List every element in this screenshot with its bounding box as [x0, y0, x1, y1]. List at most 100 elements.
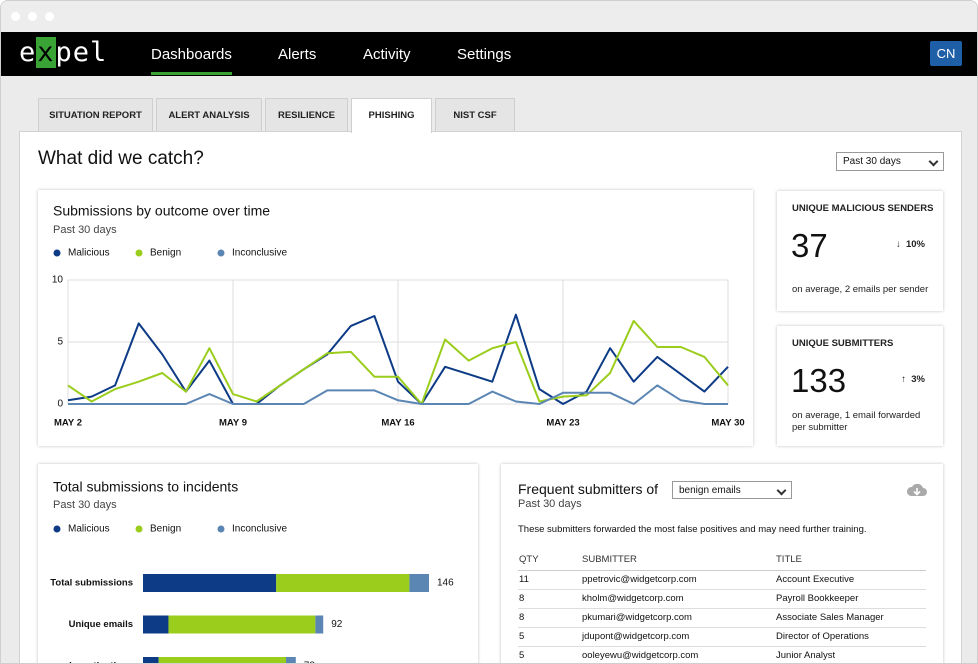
nav-bar: expel Dashboards Alerts Activity Setting…	[1, 32, 977, 76]
tab[interactable]: ALERT ANALYSIS	[156, 98, 262, 132]
stat-value: 133	[791, 362, 847, 399]
table-cell: 8	[518, 608, 581, 628]
bar-segment	[158, 657, 286, 663]
stat-title: UNIQUE SUBMITTERS	[792, 338, 894, 349]
table-row: 8 kholm@widgetcorp.com Payroll Bookkeeper	[518, 589, 926, 609]
table-cell: jdupont@widgetcorp.com	[581, 627, 775, 647]
bar-segment	[143, 657, 159, 663]
nav-item[interactable]: Settings	[457, 46, 512, 63]
legend-marker	[53, 249, 61, 257]
y-tick-label: 0	[57, 399, 63, 410]
table-description: These submitters forwarded the most fals…	[518, 524, 867, 535]
table-row: 5 ooleyewu@widgetcorp.com Junior Analyst	[518, 646, 926, 663]
table-cell: 8	[518, 589, 581, 609]
stat-value: 37	[791, 227, 828, 264]
legend-marker	[53, 525, 61, 533]
bar-segment	[315, 615, 324, 634]
heading: What did we catch?	[38, 148, 204, 169]
table-cell: Account Executive	[775, 570, 926, 590]
table-row: 11 ppetrovic@widgetcorp.com Account Execut…	[518, 570, 926, 590]
logo[interactable]: expel	[19, 37, 107, 68]
table-row: 8 pkumari@widgetcorp.com Associate Sales M…	[518, 608, 926, 628]
stat-change-value: 10%	[905, 239, 925, 250]
download-icon[interactable]	[906, 482, 928, 498]
tab[interactable]: NIST CSF	[435, 98, 515, 132]
category-label: Total submissions	[50, 578, 133, 589]
table-title: Frequent submitters of	[518, 481, 659, 497]
y-tick-label: 5	[57, 337, 63, 348]
total-label: 92	[331, 619, 343, 630]
column-header: QTY	[518, 550, 581, 571]
tab[interactable]: SITUATION REPORT	[38, 98, 153, 132]
filter-select[interactable]: benign emails	[672, 481, 792, 499]
chart-subtitle: Past 30 days	[53, 224, 117, 236]
window-chrome	[1, 1, 977, 32]
nav-item[interactable]: Activity	[363, 46, 411, 63]
stat-change: ↓ 10%	[895, 239, 925, 250]
user-avatar[interactable]: CN	[930, 41, 962, 66]
table-cell: ooleyewu@widgetcorp.com	[581, 646, 775, 663]
chart-title: Submissions by outcome over time	[53, 203, 270, 219]
table-subtitle: Past 30 days	[518, 498, 582, 510]
legend-label: Malicious	[68, 248, 110, 259]
stat-change: ↑ 3%	[901, 374, 925, 385]
table-cell: 5	[518, 627, 581, 647]
stat-card: UNIQUE MALICIOUS SENDERS 37 ↓ 10% on ave…	[777, 191, 943, 311]
table-cell: Payroll Bookkeeper	[775, 589, 926, 609]
bar-segment	[409, 574, 429, 592]
x-tick-label: MAY 9	[219, 418, 247, 429]
legend-label: Inconclusive	[232, 524, 287, 535]
legend-marker	[135, 525, 143, 533]
chart-title: Total submissions to incidents	[53, 479, 238, 495]
tab[interactable]: RESILIENCE	[265, 98, 348, 132]
bar-chart-card: Total submissions to incidents Past 30 d…	[38, 464, 478, 664]
total-label: 78	[304, 661, 316, 664]
bar-segment	[286, 657, 296, 663]
table-cell: kholm@widgetcorp.com	[581, 589, 775, 609]
table-cell: ppetrovic@widgetcorp.com	[581, 570, 775, 590]
table-cell: Director of Operations	[775, 627, 926, 647]
nav-item[interactable]: Dashboards	[151, 46, 232, 75]
data-line	[67, 313, 729, 405]
table-cell: Associate Sales Manager	[775, 608, 926, 628]
category-label: Unique emails	[69, 619, 133, 630]
legend-label: Inconclusive	[232, 248, 287, 259]
chart-subtitle: Past 30 days	[53, 499, 117, 511]
stat-title: UNIQUE MALICIOUS SENDERS	[792, 203, 934, 214]
window-dot	[28, 12, 37, 21]
nav-item[interactable]: Alerts	[278, 46, 317, 63]
data-line	[67, 319, 729, 405]
logo-part: pel	[55, 37, 108, 68]
table-cell: 5	[518, 646, 581, 663]
chart: Total submissions to incidents Past 30 d…	[50, 479, 454, 664]
data-line	[68, 384, 728, 405]
submitters-table: QTY SUBMITTER TITLE 11 ppetrovic@widgetco…	[518, 550, 926, 663]
x-tick-label: MAY 30	[711, 418, 744, 429]
submitters-card: Frequent submitters of benign emails Pas…	[501, 464, 943, 663]
tab[interactable]: PHISHING	[351, 98, 432, 133]
stat-note: on average, 2 emails per sender	[792, 284, 929, 295]
x-tick-label: MAY 23	[546, 418, 579, 429]
legend-marker	[217, 525, 225, 533]
logo-part: x	[36, 37, 56, 68]
column-header: TITLE	[775, 550, 926, 571]
legend-label: Malicious	[68, 524, 110, 535]
y-tick-label: 10	[52, 275, 64, 286]
stat-change-value: 3%	[911, 374, 925, 385]
legend-label: Benign	[150, 524, 181, 535]
logo-part: e	[19, 37, 37, 68]
category-label: Investigations	[69, 661, 133, 664]
legend-label: Benign	[150, 248, 181, 259]
window-dot	[11, 12, 20, 21]
column-header: SUBMITTER	[581, 550, 775, 571]
x-tick-label: MAY 16	[381, 418, 414, 429]
table-cell: 11	[518, 570, 581, 590]
stat-card: UNIQUE SUBMITTERS 133 ↑ 3% on average, 1…	[777, 326, 943, 446]
total-label: 146	[437, 578, 454, 589]
table-cell: Junior Analyst	[775, 646, 926, 663]
range-select[interactable]: Past 30 days	[836, 152, 944, 171]
bar-segment	[143, 615, 169, 634]
table-cell: pkumari@widgetcorp.com	[581, 608, 775, 628]
bar-segment	[143, 574, 277, 592]
